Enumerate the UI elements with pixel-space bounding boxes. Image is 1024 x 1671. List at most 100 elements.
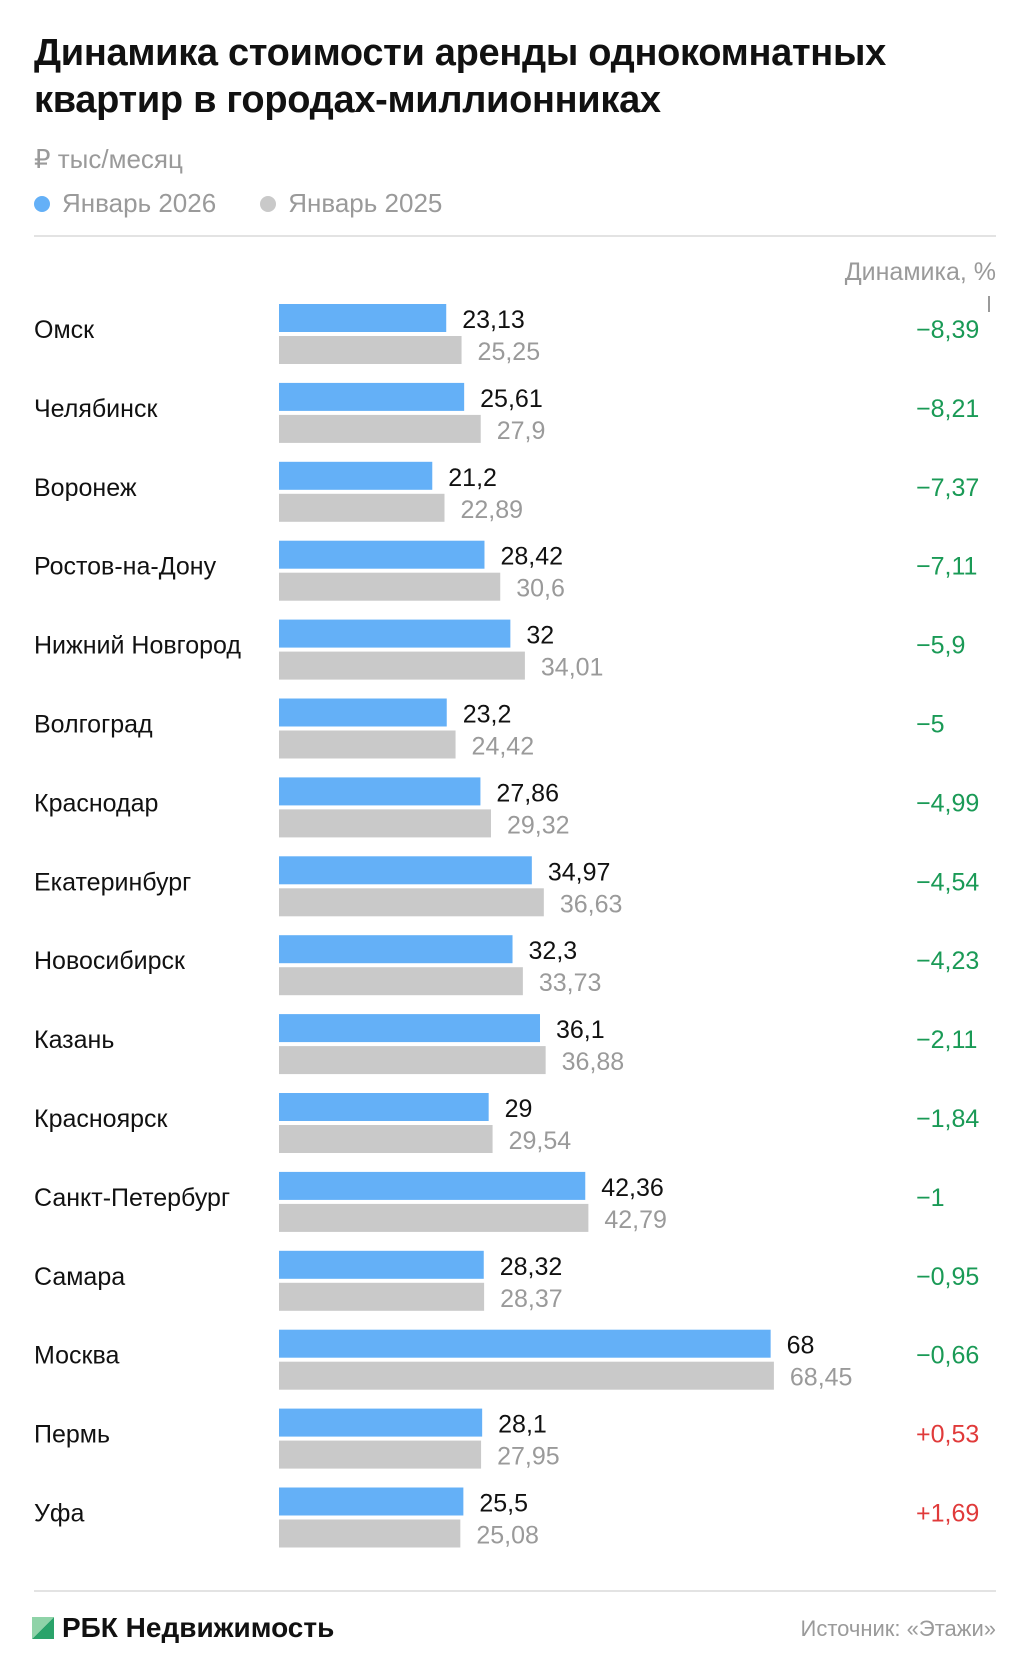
bar-current — [279, 304, 447, 332]
category-label: Челябинск — [34, 395, 158, 423]
value-label-current: 27,86 — [496, 779, 559, 807]
bar-current — [279, 1487, 464, 1516]
value-label-current: 29 — [505, 1095, 533, 1123]
category-label: Пермь — [34, 1421, 110, 1449]
dynamics-value: +1,69 — [916, 1500, 979, 1528]
brand-logo: РБК Недвижимость — [32, 1612, 334, 1644]
category-label: Казань — [34, 1026, 114, 1054]
dynamics-value: −4,54 — [916, 868, 979, 896]
dynamics-value: −5,9 — [916, 632, 965, 660]
bar-previous — [279, 1361, 774, 1390]
legend-label-previous: Январь 2025 — [288, 188, 443, 218]
value-label-current: 34,97 — [548, 858, 611, 886]
dynamics-value: +0,53 — [916, 1421, 979, 1449]
value-label-current: 23,13 — [462, 306, 525, 334]
legend-item-previous: Январь 2025 — [260, 188, 442, 219]
value-label-current: 42,36 — [601, 1174, 664, 1202]
brand-name: РБК Недвижимость — [62, 1612, 335, 1643]
bar-current — [279, 382, 465, 411]
value-label-current: 28,32 — [500, 1253, 563, 1281]
bar-current — [279, 1171, 586, 1200]
bar-previous — [279, 967, 523, 996]
bar-current — [279, 461, 433, 490]
value-label-previous: 36,63 — [560, 890, 623, 918]
chart-title: Динамика стоимости аренды однокомнатных … — [34, 32, 886, 121]
category-label: Ростов-на-Дону — [34, 553, 217, 581]
value-label-current: 25,5 — [479, 1490, 528, 1518]
top-divider — [34, 235, 996, 237]
category-label: Санкт-Петербург — [34, 1184, 230, 1212]
value-label-previous: 22,89 — [460, 496, 523, 524]
bar-previous — [279, 1046, 546, 1075]
bar-current — [279, 856, 532, 885]
bar-previous — [279, 1203, 589, 1232]
bar-previous — [279, 572, 501, 601]
bar-previous — [279, 1282, 485, 1311]
bar-current — [279, 619, 511, 648]
value-label-previous: 25,25 — [478, 338, 541, 366]
bar-previous — [279, 414, 481, 443]
bar-previous — [279, 336, 462, 364]
value-label-previous: 29,32 — [507, 811, 570, 839]
bar-current — [279, 540, 485, 569]
source-label: Источник: «Этажи» — [800, 1616, 997, 1641]
dynamics-value: −1,84 — [916, 1105, 979, 1133]
legend-dot-current — [34, 195, 50, 212]
value-label-previous: 29,54 — [509, 1127, 572, 1155]
value-label-previous: 34,01 — [541, 654, 604, 682]
value-label-previous: 28,37 — [500, 1285, 563, 1313]
bar-previous — [279, 1440, 482, 1469]
dynamics-tick — [988, 296, 990, 312]
value-label-previous: 68,45 — [790, 1364, 853, 1392]
dynamics-value: −8,39 — [916, 316, 979, 344]
rbc-logo-icon — [32, 1617, 54, 1639]
dynamics-value: −2,11 — [916, 1026, 977, 1054]
bar-previous — [279, 809, 491, 838]
value-label-previous: 25,08 — [476, 1522, 539, 1550]
value-label-current: 28,1 — [498, 1411, 547, 1439]
value-label-current: 32 — [526, 622, 554, 650]
category-label: Новосибирск — [34, 947, 186, 975]
bar-previous — [279, 730, 456, 759]
dynamics-value: −5 — [916, 711, 945, 739]
value-label-previous: 30,6 — [516, 575, 565, 603]
value-label-previous: 27,9 — [497, 417, 546, 445]
bar-previous — [279, 888, 544, 917]
category-label: Самара — [34, 1263, 125, 1291]
bar-current — [279, 1250, 484, 1279]
value-label-current: 25,61 — [480, 385, 543, 413]
value-label-current: 32,3 — [529, 937, 578, 965]
legend-dot-previous — [260, 195, 277, 212]
bar-previous — [279, 651, 525, 680]
dynamics-value: −8,21 — [916, 395, 979, 423]
value-label-previous: 42,79 — [604, 1206, 667, 1234]
category-label: Москва — [34, 1342, 119, 1370]
dynamics-value: −7,11 — [916, 553, 977, 581]
dynamics-value: −4,99 — [916, 789, 979, 817]
value-label-current: 28,42 — [500, 543, 563, 571]
bar-current — [279, 1014, 541, 1043]
category-label: Нижний Новгород — [34, 632, 241, 660]
legend: Январь 2026 Январь 2025 — [34, 188, 486, 219]
legend-label-current: Январь 2026 — [62, 188, 217, 218]
category-label: Уфа — [34, 1500, 84, 1528]
bar-current — [279, 777, 481, 806]
value-label-current: 23,2 — [463, 701, 512, 729]
bar-previous — [279, 1125, 493, 1153]
value-label-previous: 33,73 — [539, 969, 602, 997]
value-label-previous: 24,42 — [472, 733, 535, 761]
category-label: Воронеж — [34, 474, 137, 502]
dynamics-value: −7,37 — [916, 474, 979, 502]
bar-current — [279, 1408, 483, 1437]
value-label-current: 21,2 — [448, 464, 497, 492]
bar-current — [279, 935, 513, 964]
value-label-current: 68 — [787, 1332, 815, 1360]
legend-item-current: Январь 2026 — [34, 188, 216, 219]
bar-current — [279, 1329, 771, 1358]
category-label: Красноярск — [34, 1105, 169, 1133]
bar-previous — [279, 493, 445, 522]
dynamics-value: −0,95 — [916, 1263, 979, 1291]
dynamics-header: Динамика, % — [844, 258, 996, 286]
category-label: Волгоград — [34, 711, 153, 739]
value-label-previous: 36,88 — [562, 1048, 625, 1076]
